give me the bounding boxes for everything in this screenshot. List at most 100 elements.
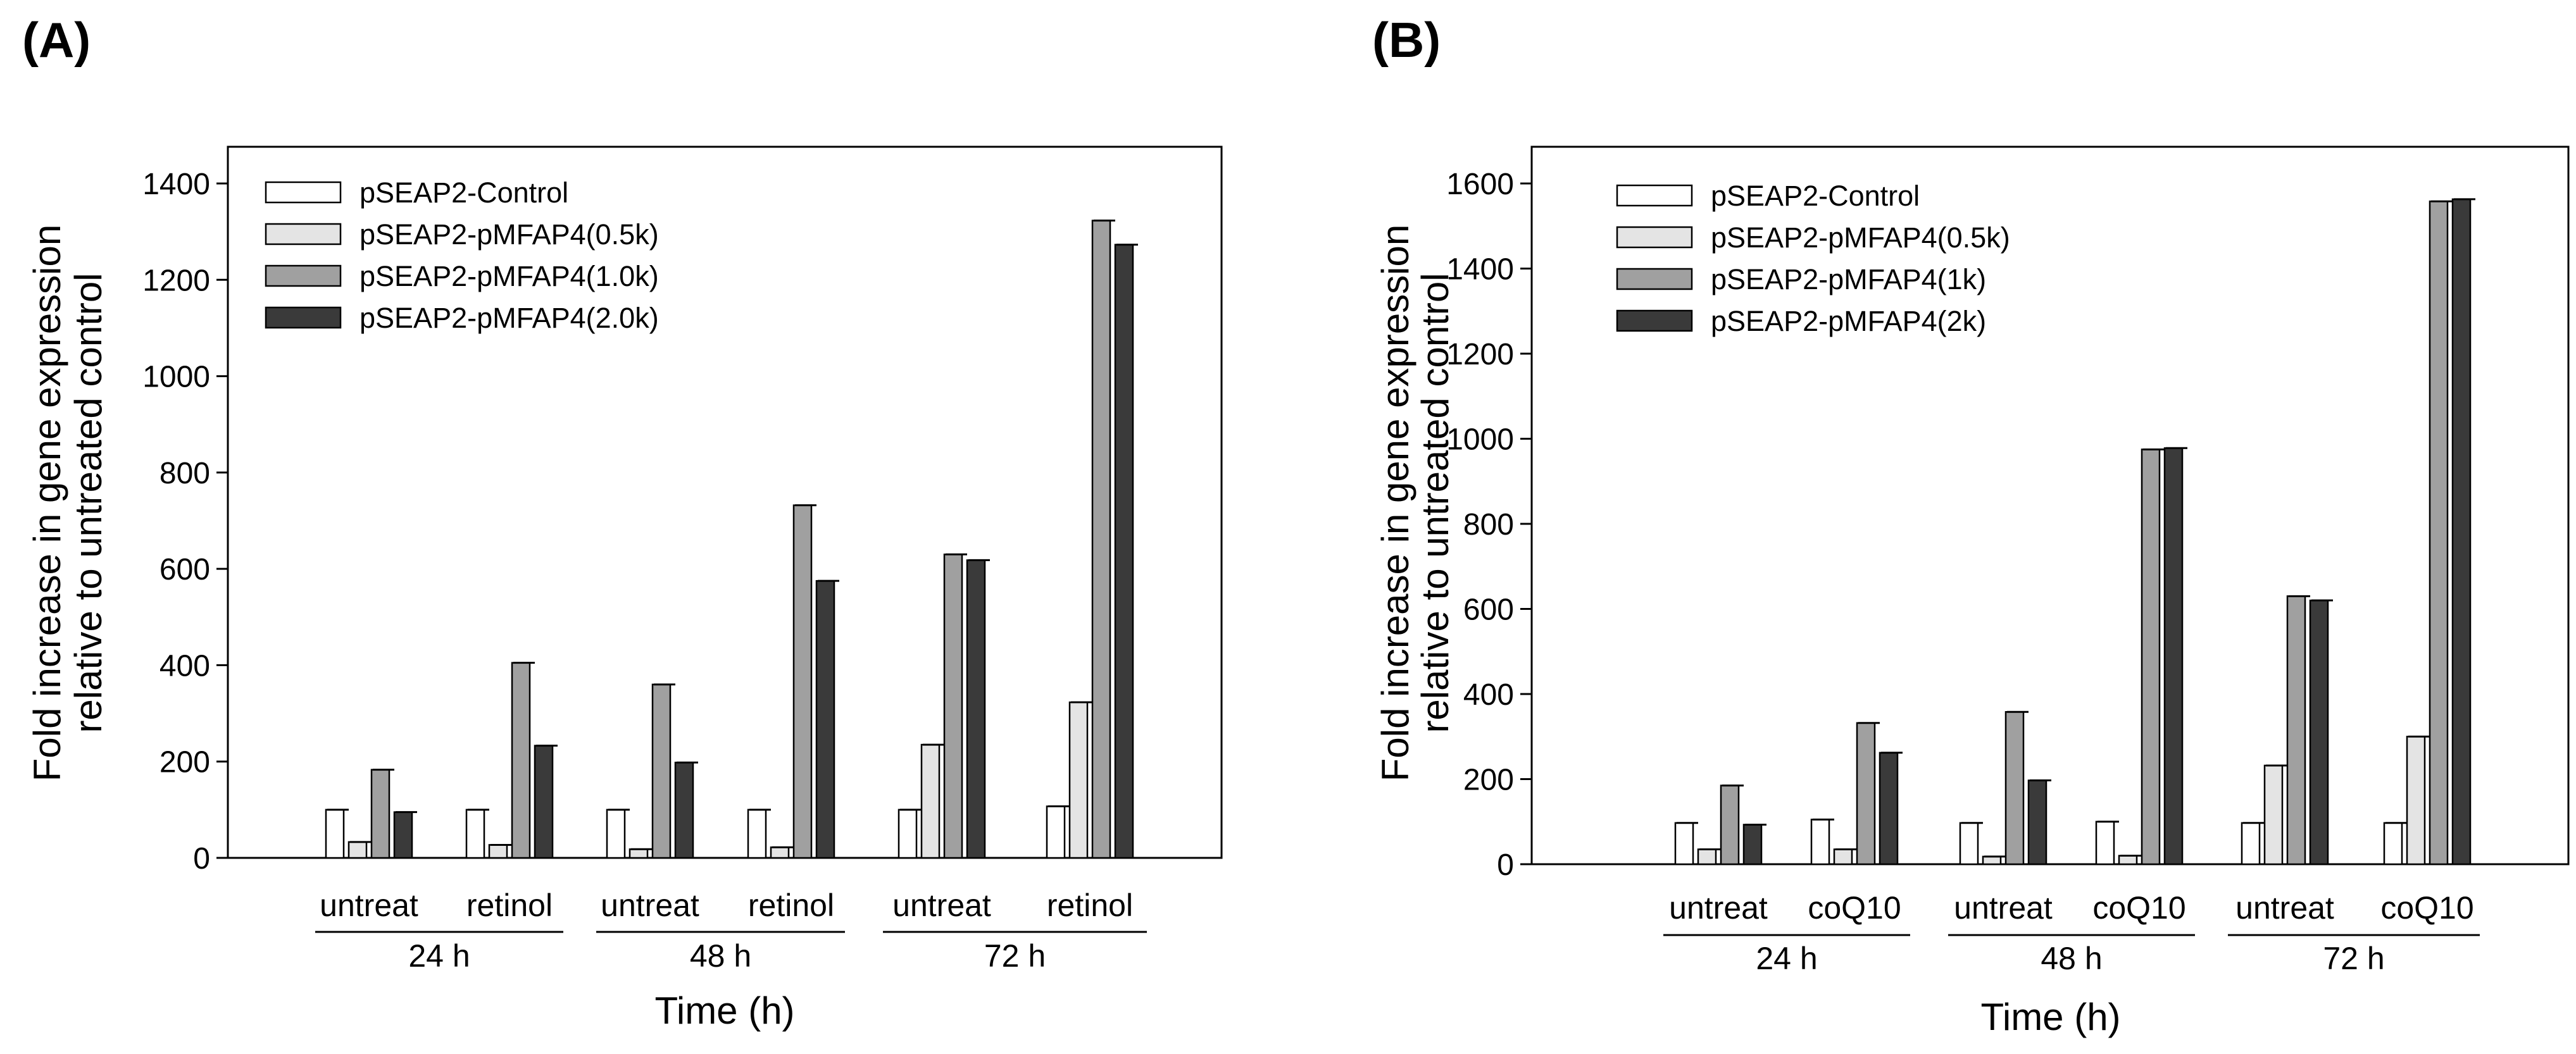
bar bbox=[966, 559, 986, 859]
x-group-label: 48 h bbox=[2041, 941, 2102, 976]
plot-frame bbox=[227, 146, 1223, 859]
legend-swatch bbox=[265, 306, 342, 329]
y-tick-label: 1200 bbox=[1446, 338, 1514, 371]
bar bbox=[2383, 822, 2403, 865]
bar bbox=[897, 809, 918, 859]
x-category-label: coQ10 bbox=[2092, 890, 2185, 926]
bar bbox=[393, 811, 413, 859]
bar bbox=[1833, 848, 1853, 865]
bar bbox=[1114, 244, 1134, 859]
y-tick-label: 0 bbox=[1497, 848, 1514, 882]
bar bbox=[1856, 722, 1876, 865]
legend-swatch bbox=[1616, 184, 1693, 207]
bar bbox=[2309, 599, 2329, 865]
bar bbox=[2451, 198, 2472, 865]
bar bbox=[2429, 200, 2449, 865]
bar bbox=[1879, 752, 1899, 865]
bar bbox=[2163, 447, 2184, 865]
y-tick-label: 1000 bbox=[142, 361, 210, 394]
bar bbox=[628, 848, 649, 859]
x-axis-title: Time (h) bbox=[1980, 996, 2120, 1038]
bar bbox=[920, 743, 941, 859]
y-tick-label: 1600 bbox=[1446, 168, 1514, 201]
y-axis-title: relative to untreated control bbox=[67, 273, 109, 733]
bar bbox=[770, 846, 790, 859]
legend-label: pSEAP2-pMFAP4(0.5k) bbox=[1711, 221, 2010, 254]
legend-swatch bbox=[265, 181, 342, 204]
bar bbox=[606, 809, 626, 859]
legend-swatch bbox=[265, 264, 342, 287]
x-category-label: retinol bbox=[466, 888, 553, 923]
x-group-label: 72 h bbox=[2323, 941, 2384, 976]
legend-label: pSEAP2-pMFAP4(1.0k) bbox=[360, 260, 659, 292]
y-tick-label: 600 bbox=[159, 553, 210, 586]
bar bbox=[651, 683, 672, 859]
x-category-label: untreat bbox=[892, 888, 991, 923]
x-category-label: untreat bbox=[2235, 890, 2334, 926]
y-tick-label: 1200 bbox=[142, 264, 210, 297]
bar bbox=[1720, 784, 1740, 865]
bar bbox=[2027, 779, 2048, 865]
bar bbox=[1982, 855, 2002, 865]
legend-swatch bbox=[1616, 226, 1693, 249]
y-tick-label: 600 bbox=[1463, 593, 1514, 627]
bar bbox=[2263, 764, 2284, 865]
plot-frame bbox=[1530, 146, 2570, 865]
bar bbox=[943, 554, 963, 859]
bar bbox=[2004, 710, 2025, 865]
bar bbox=[815, 580, 835, 859]
y-axis-title: Fold increase in gene expression bbox=[26, 225, 68, 782]
panel-label: (B) bbox=[1372, 12, 1441, 68]
y-tick-label: 200 bbox=[1463, 764, 1514, 797]
legend-label: pSEAP2-pMFAP4(1k) bbox=[1711, 263, 1986, 295]
x-group-label: 48 h bbox=[690, 938, 751, 974]
y-tick-label: 1000 bbox=[1446, 423, 1514, 457]
bar bbox=[1697, 848, 1717, 865]
bar bbox=[1742, 824, 1763, 865]
bar bbox=[511, 662, 531, 859]
x-category-label: untreat bbox=[320, 888, 418, 923]
x-category-label: untreat bbox=[601, 888, 699, 923]
legend-label: pSEAP2-pMFAP4(2.0k) bbox=[360, 302, 659, 334]
panel-label: (A) bbox=[22, 12, 91, 68]
bar bbox=[2095, 821, 2115, 865]
legend-label: pSEAP2-pMFAP4(0.5k) bbox=[360, 218, 659, 251]
bar bbox=[2286, 595, 2306, 865]
bar bbox=[2118, 855, 2138, 865]
legend-swatch bbox=[1616, 268, 1693, 290]
y-tick-label: 0 bbox=[193, 842, 210, 876]
legend-label: pSEAP2-pMFAP4(2k) bbox=[1711, 305, 1986, 337]
bar bbox=[347, 841, 368, 859]
x-category-label: untreat bbox=[1954, 890, 2053, 926]
y-tick-label: 800 bbox=[159, 457, 210, 490]
y-axis-title: relative to untreated control bbox=[1414, 273, 1456, 733]
bar bbox=[2141, 449, 2161, 865]
bar bbox=[792, 504, 813, 859]
y-tick-label: 200 bbox=[159, 746, 210, 779]
y-tick-label: 400 bbox=[159, 649, 210, 683]
bar bbox=[674, 761, 694, 859]
y-axis-title: Fold increase in gene expression bbox=[1374, 225, 1416, 782]
x-category-label: retinol bbox=[748, 888, 834, 923]
legend: pSEAP2-Control pSEAP2-pMFAP4(0.5k) pSEAP2-… bbox=[265, 177, 659, 334]
legend: pSEAP2-Control pSEAP2-pMFAP4(0.5k) pSEAP2-… bbox=[1616, 180, 2010, 337]
chart-panel-b: (B) 0 200 400 600 800 1000 1200 1400 1600 Fold inc… bbox=[1372, 12, 2570, 1038]
x-group-label: 72 h bbox=[984, 938, 1046, 974]
bar bbox=[1674, 822, 1694, 865]
y-tick-label: 800 bbox=[1463, 508, 1514, 542]
x-category-label: untreat bbox=[1669, 890, 1768, 926]
chart-panel-a: (A) 0 200 400 600 800 1000 1200 1400 Fold increas… bbox=[22, 12, 1223, 1032]
legend-swatch bbox=[265, 223, 342, 245]
bar bbox=[465, 809, 485, 859]
x-category-label: coQ10 bbox=[1808, 890, 1901, 926]
bar bbox=[1068, 701, 1089, 859]
bar bbox=[1810, 819, 1830, 865]
bar bbox=[2406, 736, 2426, 865]
legend-label: pSEAP2-Control bbox=[360, 177, 568, 209]
bar bbox=[1046, 805, 1066, 859]
legend-label: pSEAP2-Control bbox=[1711, 180, 1920, 212]
legend-swatch bbox=[1616, 309, 1693, 332]
bar bbox=[2241, 822, 2261, 865]
x-group-label: 24 h bbox=[408, 938, 470, 974]
bar bbox=[534, 745, 554, 859]
